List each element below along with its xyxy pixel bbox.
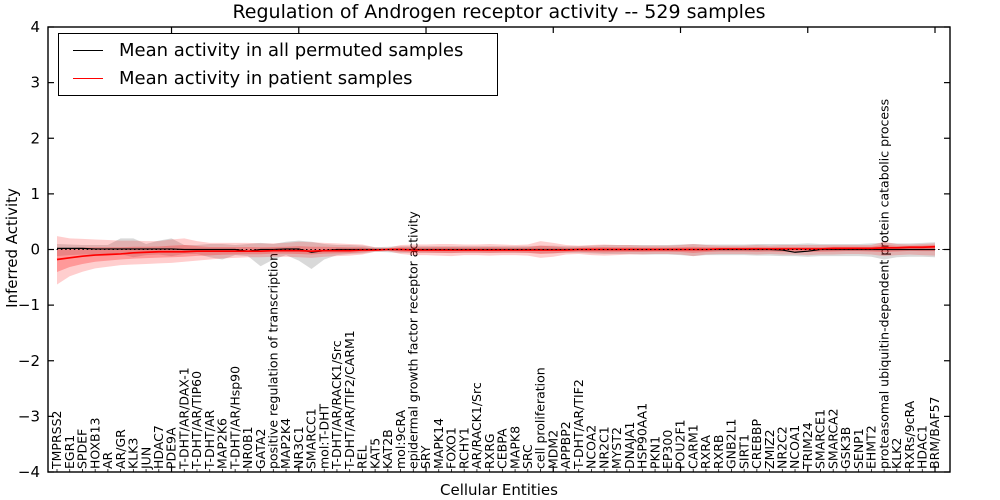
legend-label-patient: Mean activity in patient samples xyxy=(119,67,413,89)
x-tick-label: T-DHT/AR/DAX-1 xyxy=(176,367,191,470)
patient-band-inner xyxy=(57,244,935,273)
x-tick-label: mol:T-DHT xyxy=(316,403,331,469)
x-tick-label: T-DHT/AR/TIF2 xyxy=(571,379,586,470)
x-tick-label: PDE9A xyxy=(164,427,179,469)
x-tick-label: cell proliferation xyxy=(533,367,548,469)
x-tick-label: CARM1 xyxy=(685,424,700,469)
x-tick-label: REL xyxy=(355,445,370,469)
x-tick-label: NR0B1 xyxy=(240,426,255,469)
x-tick-label: CEBPA xyxy=(495,428,510,469)
x-tick-label: HDAC7 xyxy=(151,425,166,469)
legend-item-patient: Mean activity in patient samples xyxy=(59,65,497,91)
x-tick-label: TRIM24 xyxy=(800,422,815,470)
x-tick-label: CREBBP xyxy=(749,419,764,469)
x-tick-label: T-DHT/AR/Hsp90 xyxy=(227,366,242,470)
x-tick-label: mol:9cRA xyxy=(393,409,408,469)
y-tick-label: −4 xyxy=(18,463,40,481)
y-tick-label: −2 xyxy=(18,352,40,370)
x-tick-label: FOXO1 xyxy=(444,427,459,469)
x-tick-label: PKN1 xyxy=(647,436,662,469)
legend-box: Mean activity in all permuted samples Me… xyxy=(58,33,498,96)
x-tick-label: HDAC1 xyxy=(914,425,929,469)
y-tick-label: 3 xyxy=(30,74,40,92)
x-tick-label: JUN xyxy=(138,447,153,470)
x-axis-label: Cellular Entities xyxy=(440,481,558,499)
x-tick-label: SIRT1 xyxy=(736,434,751,469)
x-tick-label: MDM2 xyxy=(545,430,560,469)
x-tick-label: MAPK14 xyxy=(431,418,446,469)
x-tick-label: NCOA2 xyxy=(584,425,599,469)
x-tick-label: KAT2B xyxy=(380,429,395,469)
x-tick-label: GATA2 xyxy=(253,429,268,469)
x-tick-label: EP300 xyxy=(660,430,675,469)
x-tick-label: KLK2 xyxy=(889,438,904,469)
x-tick-label: SRC xyxy=(520,444,535,469)
legend-label-permuted: Mean activity in all permuted samples xyxy=(119,40,464,62)
x-tick-label: KLK3 xyxy=(126,438,141,469)
x-tick-label: GNB2L1 xyxy=(724,419,739,469)
y-axis-label: Inferred Activity xyxy=(3,188,21,308)
x-tick-label: HOXB13 xyxy=(87,418,102,469)
x-tick-label: T-DHT/AR/TIF2/CARM1 xyxy=(342,330,357,470)
y-tick-label: −3 xyxy=(18,407,40,425)
x-tick-label: POU2F1 xyxy=(673,419,688,469)
patient-mean-line xyxy=(56,245,936,261)
x-tick-label: RXRG xyxy=(482,433,497,469)
y-tick-label: 4 xyxy=(30,18,40,36)
y-tick-label: 2 xyxy=(30,129,40,147)
x-tick-label: RCHY1 xyxy=(456,427,471,469)
x-tick-label: EGR1 xyxy=(62,435,77,469)
x-tick-label: MAPK8 xyxy=(507,426,522,469)
x-tick-label: RXRB xyxy=(711,434,726,469)
x-tick-label: epidermal growth factor receptor activit… xyxy=(405,211,420,469)
x-tick-label: AR xyxy=(100,451,115,469)
x-tick-label: AR/RACK1/Src xyxy=(469,382,484,469)
x-tick-label: NCOA1 xyxy=(787,425,802,469)
x-tick-label: MAP2K4 xyxy=(278,418,293,469)
x-tick-label: KAT5 xyxy=(367,438,382,469)
legend-item-permuted: Mean activity in all permuted samples xyxy=(59,38,497,64)
patient-band-outer xyxy=(57,236,935,285)
x-tick-label: EHMT2 xyxy=(864,425,879,469)
x-tick-label: TMPRSS2 xyxy=(49,411,64,470)
x-tick-label: RXRA xyxy=(698,435,713,469)
x-tick-label: SENP1 xyxy=(851,428,866,469)
x-tick-label: NR3C1 xyxy=(291,426,306,469)
x-tick-label: BRM/BAF57 xyxy=(927,397,942,469)
x-tick-label: AR/GR xyxy=(113,429,128,469)
legend-line-black-icon xyxy=(73,50,103,52)
y-tick-label: 1 xyxy=(30,185,40,203)
x-tick-label: T-DHT/AR/TIP60 xyxy=(189,371,204,470)
x-tick-label: T-DHT/AR/RACK1/Src xyxy=(329,340,344,470)
x-tick-label: SMARCC1 xyxy=(304,408,319,469)
x-tick-label: RXRs/9cRA xyxy=(902,400,917,469)
y-tick-label: −1 xyxy=(18,296,40,314)
x-tick-label: ZMIZ2 xyxy=(762,429,777,469)
x-tick-label: T-DHT/AR xyxy=(202,410,217,470)
x-tick-label: HSP90AA1 xyxy=(635,403,650,469)
x-tick-label: SMARCE1 xyxy=(813,409,828,469)
x-tick-label: DNAJA1 xyxy=(622,422,637,470)
x-tick-label: APPBP2 xyxy=(558,421,573,469)
x-tick-label: GSK3B xyxy=(838,427,853,469)
x-tick-label: SMARCA2 xyxy=(825,408,840,469)
y-tick-label: 0 xyxy=(30,241,40,259)
x-tick-label: MAP2K6 xyxy=(215,418,230,469)
x-tick-label: MYST2 xyxy=(609,427,624,469)
x-tick-label: positive regulation of transcription xyxy=(266,253,281,469)
x-tick-label: SPDEF xyxy=(75,429,90,469)
permuted-band xyxy=(57,238,935,269)
x-tick-label: SRY xyxy=(418,445,433,469)
legend-line-red-icon xyxy=(73,77,103,79)
x-tick-label: NR2C1 xyxy=(596,426,611,469)
x-tick-label: proteasomal ubiquitin-dependent protein … xyxy=(876,99,891,469)
x-tick-label: NR2C2 xyxy=(775,426,790,469)
chart-title: Regulation of Androgen receptor activity… xyxy=(232,1,766,23)
